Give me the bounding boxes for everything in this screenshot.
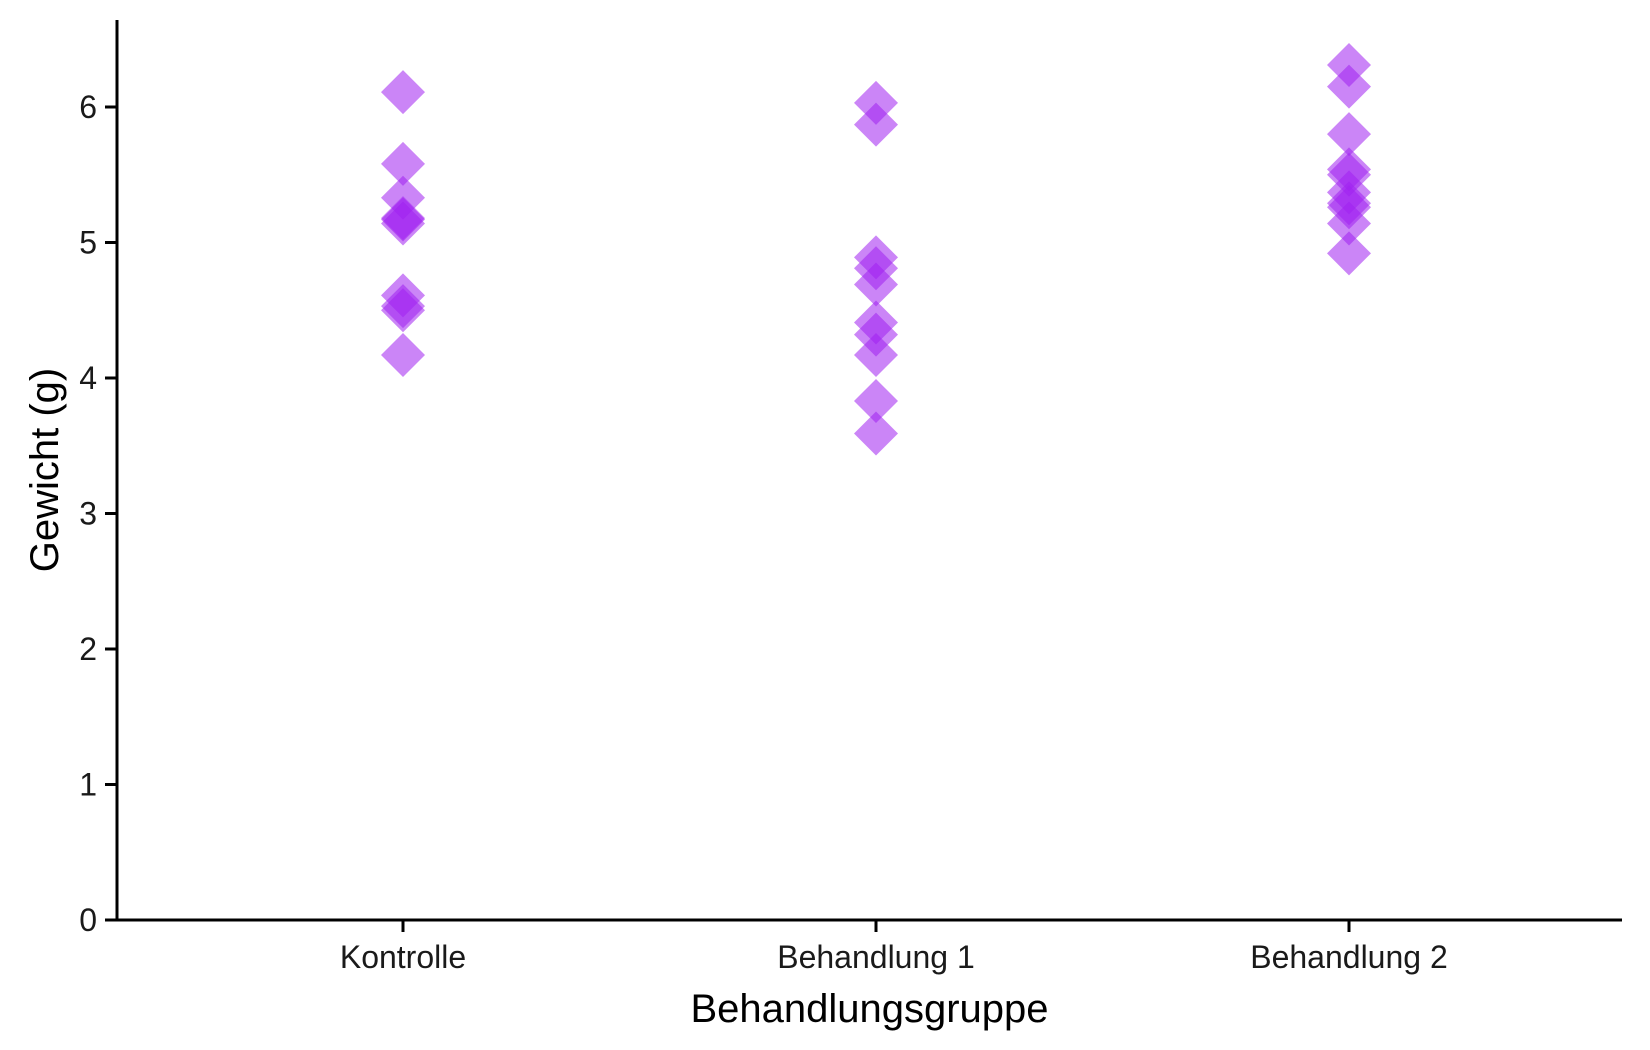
y-axis-ticks: 0 1 2 3 4 5 6 [79, 89, 117, 938]
y-tick-label: 5 [79, 225, 97, 261]
y-tick-label: 4 [79, 360, 97, 396]
data-point [381, 332, 425, 377]
x-tick-label: Behandlung 2 [1250, 939, 1448, 975]
y-tick-label: 6 [79, 89, 97, 125]
data-point [854, 262, 898, 307]
data-point [381, 288, 425, 333]
x-axis-title: Behandlungsgruppe [690, 987, 1048, 1031]
data-point [1327, 112, 1371, 157]
x-axis-ticks: Kontrolle Behandlung 1 Behandlung 2 [340, 920, 1448, 975]
y-tick-label: 0 [79, 902, 97, 938]
data-point [854, 102, 898, 147]
y-tick-label: 1 [79, 767, 97, 803]
data-point [854, 332, 898, 377]
y-axis-title: Gewicht (g) [23, 368, 67, 573]
y-tick-label: 2 [79, 631, 97, 667]
data-point [1327, 231, 1371, 276]
data-point [381, 70, 425, 115]
x-tick-label: Behandlung 1 [777, 939, 975, 975]
data-point [1327, 64, 1371, 109]
data-point [381, 197, 425, 242]
data-point [381, 141, 425, 186]
data-point [1327, 201, 1371, 246]
x-tick-label: Kontrolle [340, 939, 466, 975]
data-point [854, 411, 898, 456]
data-point [854, 379, 898, 424]
data-points [381, 42, 1371, 456]
y-tick-label: 3 [79, 496, 97, 532]
